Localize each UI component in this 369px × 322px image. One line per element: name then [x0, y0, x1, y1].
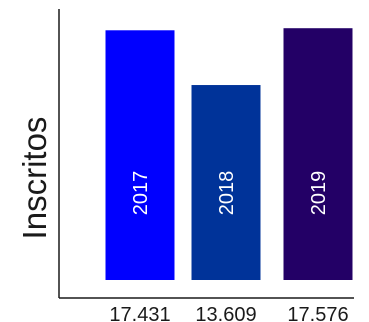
- bar-year-label: 2017: [130, 171, 152, 216]
- bars-group: 2017 2018 2019: [105, 28, 353, 281]
- bar-2017: [105, 30, 175, 280]
- y-axis-label: Inscritos: [16, 117, 53, 240]
- bar-year-label: 2019: [308, 171, 330, 216]
- x-tick-label: 17.576: [287, 304, 348, 322]
- bar-year-label: 2018: [216, 171, 238, 216]
- x-tick-labels: 17.431 13.609 17.576: [109, 304, 348, 322]
- x-tick-label: 13.609: [195, 304, 256, 322]
- bar-2019: [283, 28, 353, 281]
- x-tick-label: 17.431: [109, 304, 170, 322]
- bar-2018: [191, 85, 261, 280]
